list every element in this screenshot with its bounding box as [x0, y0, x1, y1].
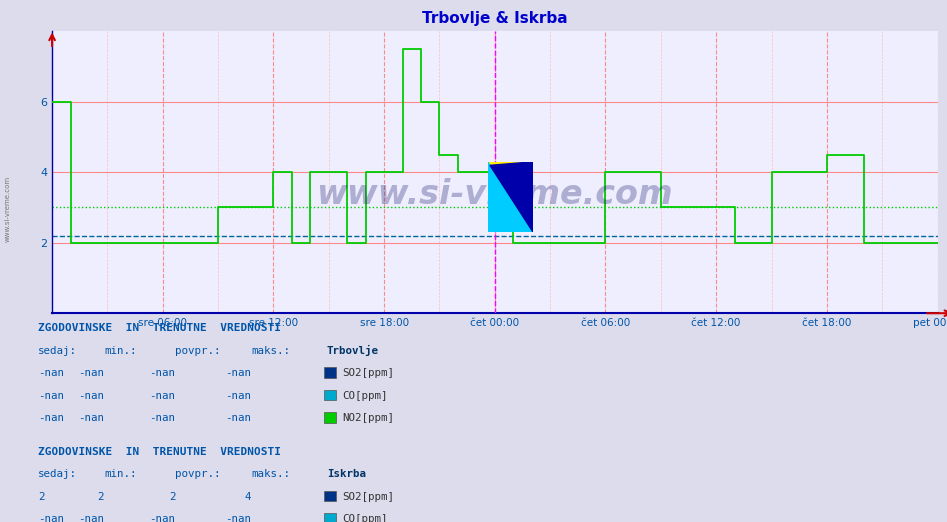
Polygon shape: [488, 162, 533, 232]
Text: min.:: min.:: [104, 346, 136, 356]
Text: Iskrba: Iskrba: [327, 469, 366, 479]
Text: -nan: -nan: [225, 391, 251, 401]
Text: -nan: -nan: [38, 514, 63, 522]
Text: maks.:: maks.:: [251, 469, 290, 479]
Text: CO[ppm]: CO[ppm]: [342, 514, 387, 522]
Text: -nan: -nan: [79, 413, 104, 423]
Text: -nan: -nan: [225, 514, 251, 522]
Text: -nan: -nan: [225, 369, 251, 378]
Text: ZGODOVINSKE  IN  TRENUTNE  VREDNOSTI: ZGODOVINSKE IN TRENUTNE VREDNOSTI: [38, 447, 281, 457]
Text: www.si-vreme.com: www.si-vreme.com: [5, 176, 10, 242]
Text: 2: 2: [98, 492, 104, 502]
Text: Trbovlje: Trbovlje: [327, 345, 379, 356]
Title: Trbovlje & Iskrba: Trbovlje & Iskrba: [422, 11, 567, 26]
Text: -nan: -nan: [150, 391, 175, 401]
Text: maks.:: maks.:: [251, 346, 290, 356]
Text: 2: 2: [169, 492, 175, 502]
Text: povpr.:: povpr.:: [175, 346, 221, 356]
Text: min.:: min.:: [104, 469, 136, 479]
Text: SO2[ppm]: SO2[ppm]: [342, 492, 394, 502]
Polygon shape: [490, 162, 533, 232]
Text: -nan: -nan: [79, 514, 104, 522]
Text: -nan: -nan: [79, 391, 104, 401]
Text: www.si-vreme.com: www.si-vreme.com: [316, 179, 673, 211]
Text: povpr.:: povpr.:: [175, 469, 221, 479]
Text: 2: 2: [38, 492, 45, 502]
Text: -nan: -nan: [79, 369, 104, 378]
Text: -nan: -nan: [150, 369, 175, 378]
Text: -nan: -nan: [38, 369, 63, 378]
Text: -nan: -nan: [38, 391, 63, 401]
Text: ZGODOVINSKE  IN  TRENUTNE  VREDNOSTI: ZGODOVINSKE IN TRENUTNE VREDNOSTI: [38, 324, 281, 334]
Text: SO2[ppm]: SO2[ppm]: [342, 369, 394, 378]
Text: -nan: -nan: [225, 413, 251, 423]
Text: -nan: -nan: [150, 514, 175, 522]
Text: sedaj:: sedaj:: [38, 469, 77, 479]
Text: CO[ppm]: CO[ppm]: [342, 391, 387, 401]
Text: 4: 4: [244, 492, 251, 502]
Text: sedaj:: sedaj:: [38, 346, 77, 356]
Text: -nan: -nan: [38, 413, 63, 423]
Text: NO2[ppm]: NO2[ppm]: [342, 413, 394, 423]
Text: -nan: -nan: [150, 413, 175, 423]
